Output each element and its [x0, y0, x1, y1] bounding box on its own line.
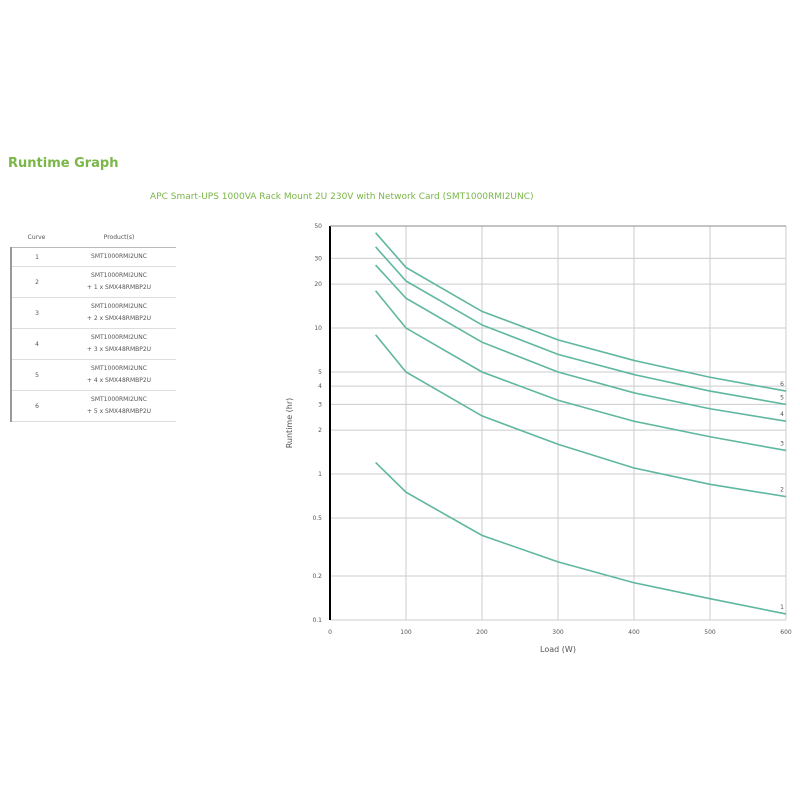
- legend-curve-number: 2: [10, 266, 62, 298]
- legend-row: 3 SMT1000RMI2UNC + 2 x SMX48RMBP2U: [10, 297, 176, 329]
- legend-product-line: SMT1000RMI2UNC: [91, 396, 147, 403]
- legend-product-line: + 2 x SMX48RMBP2U: [86, 315, 152, 322]
- legend-curve-number: 6: [10, 390, 62, 422]
- legend-curve-number: 3: [10, 297, 62, 329]
- legend-table: Curve Product(s) 1 SMT1000RMI2UNC 2 SMT1…: [10, 228, 176, 422]
- y-tick-label: 0.1: [312, 617, 322, 624]
- legend-products: SMT1000RMI2UNC + 2 x SMX48RMBP2U: [62, 297, 176, 329]
- legend-curve-number: 1: [10, 247, 62, 267]
- legend-row: 4 SMT1000RMI2UNC + 3 x SMX48RMBP2U: [10, 328, 176, 360]
- legend-product-line: + 5 x SMX48RMBP2U: [86, 408, 152, 415]
- legend-curve-number: 4: [10, 328, 62, 360]
- y-tick-label: 20: [314, 281, 322, 288]
- series-label: 5: [780, 394, 784, 401]
- legend-products: SMT1000RMI2UNC + 5 x SMX48RMBP2U: [62, 390, 176, 422]
- y-axis-title: Runtime (hr): [285, 398, 294, 449]
- series-label: 2: [780, 487, 784, 494]
- series-line: [375, 246, 787, 406]
- y-tick-label: 30: [314, 255, 322, 262]
- legend-product-line: SMT1000RMI2UNC: [91, 334, 147, 341]
- legend-products: SMT1000RMI2UNC + 4 x SMX48RMBP2U: [62, 359, 176, 391]
- x-tick-label: 500: [704, 629, 716, 636]
- x-tick-label: 0: [328, 629, 332, 636]
- y-tick-label: 5: [318, 369, 322, 376]
- y-tick-label: 1: [318, 471, 322, 478]
- legend-row: 1 SMT1000RMI2UNC: [10, 247, 176, 267]
- legend-header-curve: Curve: [11, 228, 62, 248]
- chart-heading: Runtime Graph: [8, 156, 119, 171]
- x-tick-label: 300: [552, 629, 564, 636]
- legend-product-line: SMT1000RMI2UNC: [91, 253, 147, 260]
- chart-subtitle: APC Smart-UPS 1000VA Rack Mount 2U 230V …: [150, 192, 534, 202]
- legend-header-products: Product(s): [62, 228, 176, 248]
- legend-row: 6 SMT1000RMI2UNC + 5 x SMX48RMBP2U: [10, 390, 176, 422]
- legend-products: SMT1000RMI2UNC + 3 x SMX48RMBP2U: [62, 328, 176, 360]
- y-tick-label: 50: [314, 223, 322, 230]
- x-axis-title: Load (W): [540, 645, 576, 654]
- legend-product-line: SMT1000RMI2UNC: [91, 303, 147, 310]
- series-label: 6: [780, 381, 784, 388]
- legend-row: 2 SMT1000RMI2UNC + 1 x SMX48RMBP2U: [10, 266, 176, 298]
- legend-products: SMT1000RMI2UNC + 1 x SMX48RMBP2U: [62, 266, 176, 298]
- x-tick-label: 600: [780, 629, 792, 636]
- legend-product-line: + 4 x SMX48RMBP2U: [86, 377, 152, 384]
- series-label: 3: [780, 440, 784, 447]
- y-tick-label: 2: [318, 427, 322, 434]
- series-line: [374, 232, 787, 392]
- legend-products: SMT1000RMI2UNC: [62, 247, 176, 267]
- y-tick-label: 0.2: [312, 573, 322, 580]
- y-tick-label: 4: [318, 383, 322, 390]
- y-tick-label: 3: [318, 401, 322, 408]
- legend-header-row: Curve Product(s): [11, 228, 176, 248]
- y-tick-label: 0.5: [312, 515, 322, 522]
- x-tick-label: 400: [628, 629, 640, 636]
- series-line: [375, 264, 787, 423]
- legend-product-line: SMT1000RMI2UNC: [91, 365, 147, 372]
- series-line: [374, 334, 787, 498]
- legend-product-line: + 1 x SMX48RMBP2U: [86, 284, 152, 291]
- x-tick-label: 100: [400, 629, 412, 636]
- series-label: 1: [780, 604, 784, 611]
- legend-product-line: SMT1000RMI2UNC: [91, 272, 147, 279]
- y-tick-label: 10: [314, 325, 322, 332]
- series-line: [374, 290, 787, 452]
- legend-curve-number: 5: [10, 359, 62, 391]
- series-line: [375, 461, 787, 615]
- legend-row: 5 SMT1000RMI2UNC + 4 x SMX48RMBP2U: [10, 359, 176, 391]
- series-label: 4: [780, 411, 784, 418]
- legend-product-line: + 3 x SMX48RMBP2U: [86, 346, 152, 353]
- x-tick-label: 200: [476, 629, 488, 636]
